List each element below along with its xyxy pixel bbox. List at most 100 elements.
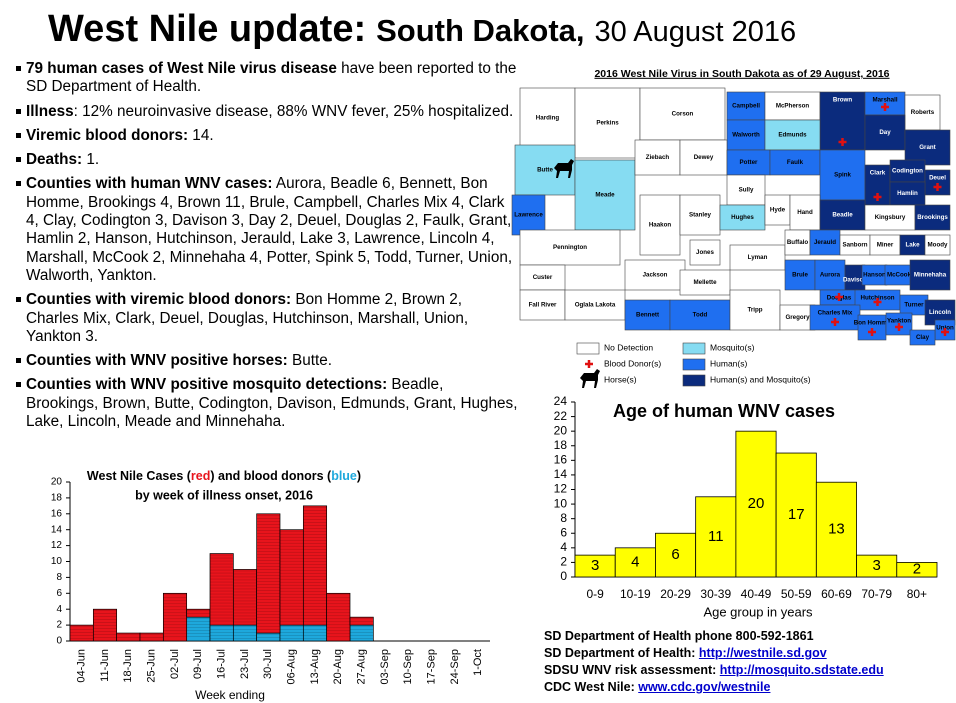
y-tick-label: 8 bbox=[56, 572, 62, 583]
county-label: Custer bbox=[533, 274, 553, 281]
chart-title-part: red bbox=[191, 469, 210, 483]
y-tick-label: 20 bbox=[554, 423, 568, 437]
county-label: Fall River bbox=[529, 302, 557, 309]
county-label: Marshall bbox=[872, 97, 897, 104]
bullet-bold: Deaths: bbox=[26, 151, 83, 169]
y-tick-label: 2 bbox=[560, 555, 567, 569]
county-label: Pennington bbox=[553, 244, 587, 251]
county bbox=[519, 289, 566, 321]
county-label: Lyman bbox=[748, 254, 768, 261]
bar bbox=[815, 481, 857, 578]
county-label: Faulk bbox=[787, 159, 804, 166]
bar bbox=[655, 532, 697, 578]
county bbox=[784, 259, 816, 291]
bar-hatch bbox=[256, 634, 280, 638]
bullet-text: Bon Homme 2, Brown 2, Charles Mix, Clark… bbox=[26, 291, 469, 345]
y-tick-label: 4 bbox=[56, 604, 62, 615]
county-label: Mellette bbox=[693, 279, 717, 286]
county-label: Day bbox=[879, 129, 891, 136]
bullet-text: Aurora, Beadle 6, Bennett, Bon Homme, Br… bbox=[26, 175, 513, 284]
county bbox=[679, 269, 731, 296]
bar-segment bbox=[186, 616, 211, 642]
footer-label: CDC West Nile: bbox=[544, 680, 639, 694]
y-tick-label: 16 bbox=[51, 508, 63, 519]
legend-swatch bbox=[576, 342, 600, 355]
y-tick-label: 0 bbox=[560, 569, 567, 583]
county bbox=[669, 299, 731, 331]
bar-segment bbox=[279, 529, 304, 626]
footer-label: SDSU WNV risk assessment: bbox=[544, 663, 720, 677]
bar-hatch bbox=[93, 610, 117, 638]
footer-label: SD Department of Health phone 800-592-18… bbox=[544, 629, 814, 643]
county bbox=[909, 329, 936, 346]
county bbox=[511, 194, 546, 236]
x-tick-label: 24-Sep bbox=[449, 649, 461, 684]
footer-link[interactable]: http://mosquito.sdstate.edu bbox=[719, 663, 884, 677]
county bbox=[729, 289, 781, 331]
footer-line: SD Department of Health: http://westnile… bbox=[544, 645, 884, 662]
bar-hatch bbox=[186, 618, 210, 637]
footer-link[interactable]: www.cdc.gov/westnile bbox=[638, 680, 771, 694]
county bbox=[679, 194, 721, 236]
horse-marker bbox=[554, 159, 574, 178]
blood-donor-marker bbox=[941, 328, 949, 336]
bar-hatch bbox=[210, 554, 234, 622]
chart-title: West Nile Cases (red) and blood donors (… bbox=[87, 469, 361, 483]
bullet-list: 79 human cases of West Nile virus diseas… bbox=[16, 60, 518, 437]
y-tick-label: 14 bbox=[554, 467, 568, 481]
x-tick-label: 1-Oct bbox=[472, 649, 484, 676]
county-label: Sanborn bbox=[842, 242, 867, 249]
x-tick-label: 0-9 bbox=[586, 587, 604, 601]
data-label: 2 bbox=[913, 561, 921, 578]
bullet-text: 1. bbox=[82, 151, 100, 169]
county-label: Bon Homme bbox=[854, 320, 891, 327]
x-tick-label: 70-79 bbox=[861, 587, 892, 601]
county-label: Edmunds bbox=[778, 132, 807, 139]
footer: SD Department of Health phone 800-592-18… bbox=[544, 628, 884, 696]
county bbox=[679, 139, 728, 176]
county bbox=[779, 304, 816, 331]
bullet: Counties with human WNV cases: Aurora, B… bbox=[16, 175, 518, 285]
county bbox=[924, 234, 951, 256]
x-tick-label: 20-29 bbox=[660, 587, 691, 601]
county-label: Spink bbox=[834, 172, 851, 179]
y-tick-label: 12 bbox=[51, 540, 63, 551]
horse-marker bbox=[580, 369, 600, 388]
county-label: Butte bbox=[537, 167, 553, 174]
blood-donor-marker bbox=[873, 298, 882, 306]
y-tick-label: 2 bbox=[56, 620, 62, 631]
footer-link[interactable]: http://westnile.sd.gov bbox=[698, 646, 827, 660]
data-label: 11 bbox=[708, 528, 724, 545]
county-label: Jones bbox=[696, 249, 714, 256]
blood-donor-marker bbox=[895, 323, 903, 331]
county-label: Todd bbox=[693, 312, 708, 319]
county-label: Brookings bbox=[917, 214, 948, 221]
county bbox=[909, 259, 951, 291]
y-tick-label: 20 bbox=[51, 477, 63, 488]
county-label: Hanson bbox=[863, 272, 886, 279]
county-label: Hamlin bbox=[897, 190, 918, 197]
bar-segment bbox=[116, 632, 141, 642]
x-tick-label: 06-Aug bbox=[286, 649, 298, 684]
county bbox=[639, 87, 726, 141]
county bbox=[719, 204, 766, 231]
legend-label: Horse(s) bbox=[604, 374, 637, 384]
bullet-bold: Viremic blood donors: bbox=[26, 126, 189, 144]
chart-title-part: ) bbox=[357, 469, 361, 483]
bar bbox=[735, 430, 777, 578]
legend-label: Human(s) bbox=[710, 358, 747, 368]
x-tick-label: 09-Jul bbox=[192, 649, 204, 679]
county-label: Hyde bbox=[770, 207, 786, 214]
county bbox=[789, 194, 821, 231]
county-label: Lake bbox=[905, 242, 920, 249]
chart-title-part: blue bbox=[331, 469, 357, 483]
legend-swatch bbox=[682, 342, 706, 355]
bar-hatch bbox=[280, 626, 304, 639]
county-label: Moody bbox=[928, 242, 948, 249]
bullet: 79 human cases of West Nile virus diseas… bbox=[16, 60, 518, 97]
county bbox=[726, 174, 766, 206]
county bbox=[904, 94, 941, 131]
bar-hatch bbox=[70, 626, 94, 639]
y-tick-label: 16 bbox=[554, 453, 568, 467]
county bbox=[639, 194, 681, 256]
